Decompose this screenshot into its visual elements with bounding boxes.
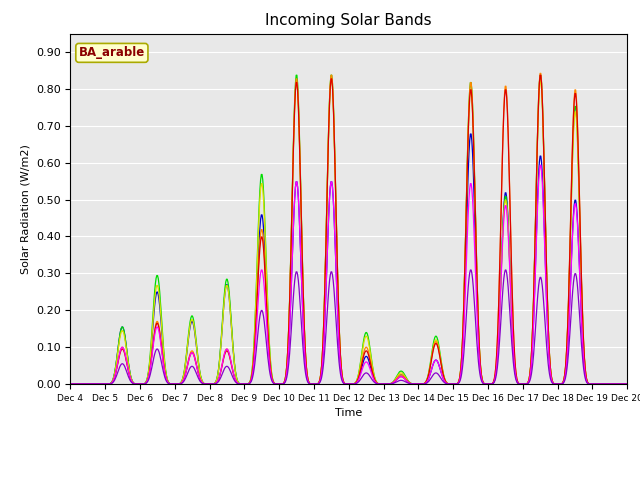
Redg715_in	[406, 381, 414, 386]
Nir945_in	[132, 381, 140, 387]
Red655_in	[623, 381, 631, 387]
Red655_in	[438, 362, 445, 368]
Yel580_in	[407, 381, 415, 386]
X-axis label: Time: Time	[335, 408, 362, 418]
Yel580_in	[438, 365, 446, 371]
Nir945_in	[623, 381, 631, 387]
Nir945_in	[438, 376, 445, 382]
Blu475_in	[67, 381, 74, 387]
Title: Incoming Solar Bands: Incoming Solar Bands	[266, 13, 432, 28]
Line: Nir945_in: Nir945_in	[70, 270, 627, 384]
Grn535_in	[438, 364, 446, 370]
Line: Redg715_in: Redg715_in	[70, 75, 627, 384]
Nir840_in	[438, 370, 445, 376]
Y-axis label: Solar Radiation (W/m2): Solar Radiation (W/m2)	[20, 144, 30, 274]
Redg715_in	[283, 364, 291, 370]
Grn535_in	[67, 381, 74, 387]
Line: Grn535_in: Grn535_in	[70, 75, 627, 384]
Nir840_in	[406, 381, 414, 386]
Redg715_in	[262, 284, 269, 289]
Redg715_in	[132, 381, 140, 387]
Blu475_in	[262, 269, 269, 275]
Line: Blu475_in: Blu475_in	[70, 134, 627, 384]
Yel580_in	[327, 76, 335, 82]
Red655_in	[406, 380, 414, 386]
Grn535_in	[407, 380, 415, 386]
Redg715_in	[623, 381, 631, 387]
Redg715_in	[67, 381, 74, 387]
Nir945_in	[234, 381, 242, 386]
Nir945_in	[283, 375, 291, 381]
Red655_in	[283, 364, 291, 370]
Nir945_in	[467, 267, 474, 273]
Blu475_in	[132, 381, 140, 387]
Line: Red655_in: Red655_in	[70, 73, 627, 384]
Grn535_in	[132, 381, 140, 387]
Blu475_in	[234, 379, 242, 385]
Blu475_in	[438, 370, 445, 376]
Grn535_in	[283, 363, 291, 369]
Nir840_in	[536, 162, 544, 168]
Yel580_in	[132, 381, 140, 387]
Red655_in	[67, 381, 74, 387]
Yel580_in	[234, 379, 242, 385]
Redg715_in	[234, 381, 242, 386]
Red655_in	[262, 279, 269, 285]
Line: Yel580_in: Yel580_in	[70, 79, 627, 384]
Redg715_in	[438, 363, 445, 369]
Nir840_in	[623, 381, 631, 387]
Grn535_in	[234, 379, 242, 385]
Yel580_in	[262, 248, 269, 254]
Nir840_in	[67, 381, 74, 387]
Yel580_in	[283, 364, 291, 370]
Yel580_in	[67, 381, 74, 387]
Nir945_in	[262, 333, 269, 338]
Legend: Blu475_in, Grn535_in, Yel580_in, Red655_in, Redg715_in, Nir840_in, Nir945_in: Blu475_in, Grn535_in, Yel580_in, Red655_…	[76, 477, 593, 480]
Nir945_in	[67, 381, 74, 387]
Blu475_in	[623, 381, 631, 387]
Red655_in	[234, 381, 242, 386]
Red655_in	[536, 71, 544, 76]
Grn535_in	[292, 72, 300, 78]
Text: BA_arable: BA_arable	[79, 47, 145, 60]
Nir840_in	[283, 370, 291, 375]
Nir840_in	[132, 381, 140, 387]
Blu475_in	[283, 370, 291, 375]
Nir945_in	[406, 381, 414, 386]
Red655_in	[132, 381, 140, 387]
Nir840_in	[234, 381, 242, 386]
Blu475_in	[406, 380, 414, 386]
Redg715_in	[536, 72, 544, 78]
Yel580_in	[623, 381, 631, 387]
Grn535_in	[623, 381, 631, 387]
Blu475_in	[467, 131, 474, 137]
Grn535_in	[262, 242, 269, 248]
Line: Nir840_in: Nir840_in	[70, 165, 627, 384]
Nir840_in	[262, 306, 269, 312]
